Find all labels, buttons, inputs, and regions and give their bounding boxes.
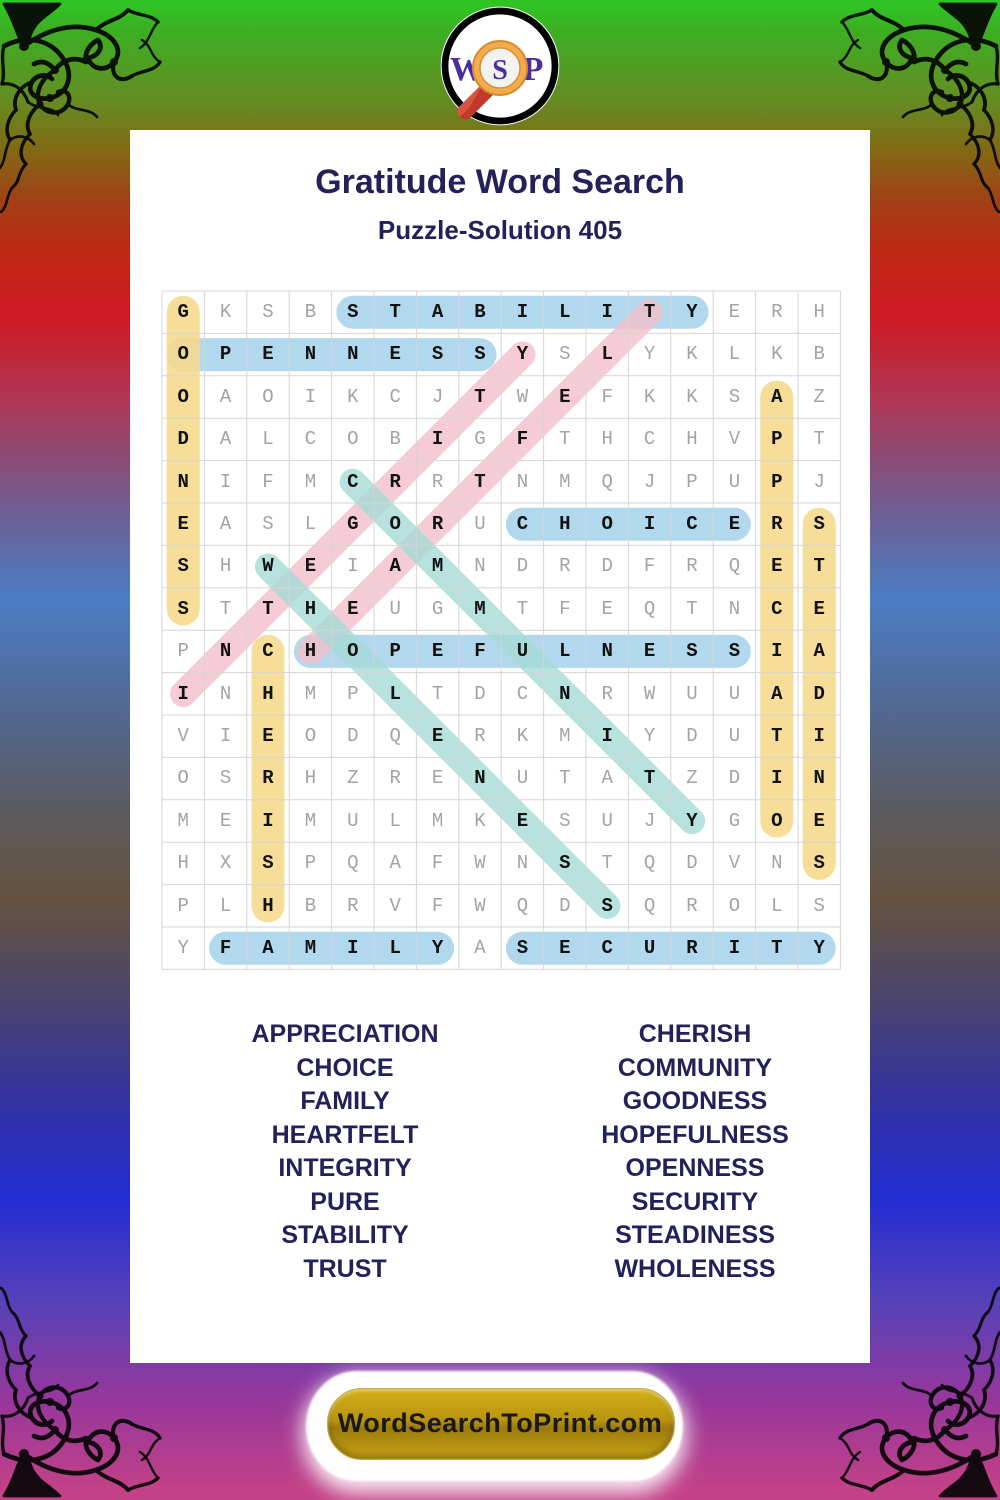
svg-text:S: S (492, 55, 508, 86)
